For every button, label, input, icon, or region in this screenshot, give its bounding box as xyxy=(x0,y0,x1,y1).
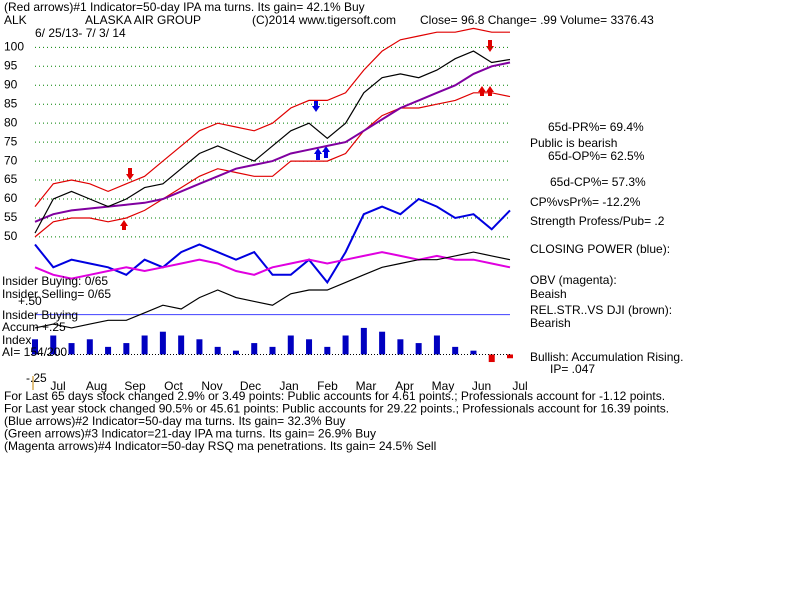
footer-line: (Blue arrows)#2 Indicator=50-day ma turn… xyxy=(4,414,346,428)
x-tick-label: Jul xyxy=(512,379,527,393)
y-tick-label: 75 xyxy=(4,134,18,148)
accumulation-bar xyxy=(251,343,258,355)
right-label: 65d-CP%= 57.3% xyxy=(550,175,646,189)
x-tick-label: Jan xyxy=(279,379,298,393)
accumulation-bar xyxy=(360,327,367,355)
series-line xyxy=(34,61,511,223)
footer-line: (Green arrows)#3 Indicator=21-day IPA ma… xyxy=(4,427,376,441)
accumulation-bar xyxy=(415,343,422,355)
right-label: Strength Profess/Pub= .2 xyxy=(530,214,665,228)
accumulation-bar xyxy=(196,339,203,355)
footer-line: For Last 65 days stock changed 2.9% or 3… xyxy=(4,389,665,403)
series-line xyxy=(34,27,510,207)
copyright: (C)2014 www.tigersoft.com xyxy=(252,13,396,27)
y-tick-label: 90 xyxy=(4,77,18,91)
accumulation-bar xyxy=(86,339,93,355)
accumulation-bar xyxy=(123,343,130,355)
accumulation-bar xyxy=(287,335,294,355)
footer-line: (Magenta arrows)#4 Indicator=50-day RSQ … xyxy=(4,439,436,453)
accumulation-bar xyxy=(507,354,513,359)
quote: Close= 96.8 Change= .99 Volume= 3376.43 xyxy=(420,13,654,27)
y-tick-label: 50 xyxy=(4,229,18,243)
right-label: CLOSING POWER (blue): xyxy=(530,242,670,256)
y-tick-label: 60 xyxy=(4,191,18,205)
right-label: Bullish: Accumulation Rising. xyxy=(530,350,683,364)
header: (Red arrows)#1 Indicator=50-day IPA ma t… xyxy=(4,0,365,14)
left-label: Insider Selling= 0/65 xyxy=(2,287,111,301)
accumulation-bar xyxy=(50,335,57,355)
accumulation-bar xyxy=(269,346,276,355)
y-tick-label: 95 xyxy=(4,58,18,72)
accumulation-bar xyxy=(178,335,185,355)
x-tick-label: Sep xyxy=(124,379,146,393)
accumulation-bar xyxy=(397,339,404,355)
x-tick-label: Jul xyxy=(50,379,65,393)
y-tick-label: 65 xyxy=(4,172,18,186)
accumulation-bar xyxy=(433,335,440,355)
y-tick-label: 80 xyxy=(4,115,18,129)
y-tick-label: 70 xyxy=(4,153,18,167)
accumulation-bar xyxy=(32,339,38,355)
right-label: 65d-PR%= 69.4% xyxy=(548,120,644,134)
x-tick-label: Nov xyxy=(201,379,222,393)
accumulation-bar xyxy=(105,346,112,355)
left-label: Insider Buying xyxy=(2,308,78,322)
accumulation-bar xyxy=(379,331,386,355)
right-label: CP%vsPr%= -12.2% xyxy=(530,195,641,209)
ticker: ALK xyxy=(4,13,27,27)
series-line xyxy=(34,251,511,329)
accumulation-bar xyxy=(470,350,477,355)
accumulation-bar xyxy=(159,331,166,355)
right-label: Bearish xyxy=(530,316,571,330)
date-range: 6/ 25/13- 7/ 3/ 14 xyxy=(35,26,126,40)
y-tick-label: 55 xyxy=(4,210,18,224)
footer-line: For Last year stock changed 90.5% or 45.… xyxy=(4,402,669,416)
accumulation-bar xyxy=(342,335,349,355)
right-label: 65d-OP%= 62.5% xyxy=(548,149,645,163)
left-label: Accum +.25 xyxy=(2,320,66,334)
accumulation-bar xyxy=(214,346,221,355)
accumulation-bar xyxy=(68,343,75,355)
series-line xyxy=(34,251,511,280)
y-tick-label: 85 xyxy=(4,96,18,110)
left-label: AI= 154/200 xyxy=(2,345,67,359)
accumulation-bar xyxy=(452,346,459,355)
chart-title: ALASKA AIR GROUP xyxy=(85,13,201,27)
right-label: IP= .047 xyxy=(550,362,595,376)
x-tick-label: Feb xyxy=(317,379,338,393)
right-label: Public is bearish xyxy=(530,136,617,150)
x-tick-label: May xyxy=(432,379,455,393)
accumulation-bar xyxy=(306,339,313,355)
right-label: OBV (magenta): xyxy=(530,273,617,287)
x-tick-label: Mar xyxy=(356,379,377,393)
accumulation-bar xyxy=(324,346,331,355)
right-label: Beaish xyxy=(530,287,567,301)
left-label: Index xyxy=(2,333,31,347)
x-tick-label: Apr xyxy=(395,379,414,393)
x-tick-label: Jun xyxy=(472,379,491,393)
series-line xyxy=(34,50,511,234)
left-label: Insider Buying: 0/65 xyxy=(2,274,108,288)
x-tick-label: Aug xyxy=(86,379,107,393)
accumulation-bar xyxy=(488,354,495,363)
series-line xyxy=(34,92,511,238)
x-tick-label: Dec xyxy=(240,379,261,393)
left-label: -.25 xyxy=(26,371,47,385)
x-tick-label: Oct xyxy=(164,379,183,393)
accumulation-bar xyxy=(141,335,148,355)
right-label: REL.STR..VS DJI (brown): xyxy=(530,303,672,317)
arrows xyxy=(120,40,494,230)
accumulation-bar xyxy=(232,350,239,355)
y-tick-label: 100 xyxy=(4,40,24,54)
left-label: +.50 xyxy=(18,294,42,308)
